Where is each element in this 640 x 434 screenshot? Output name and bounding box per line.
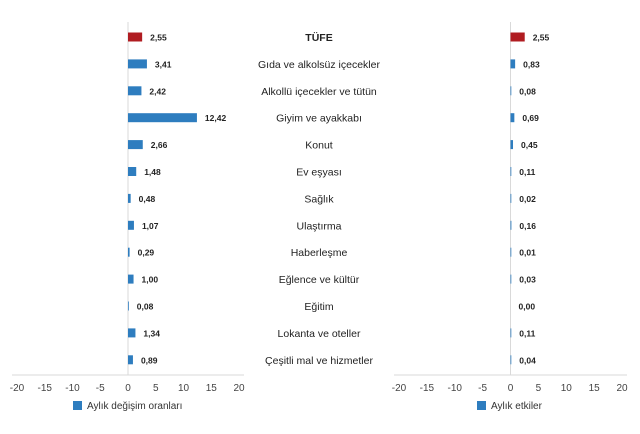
bar (510, 167, 512, 176)
data-label: 2,66 (151, 140, 168, 150)
category-label: Ev eşyası (296, 167, 342, 179)
category-label: Haberleşme (291, 247, 348, 259)
bar (510, 220, 512, 230)
bar (510, 355, 512, 365)
x-tick-label: 15 (589, 383, 601, 394)
legend-swatch (477, 401, 486, 410)
data-label: 3,41 (155, 59, 172, 69)
x-tick-label: -15 (38, 383, 53, 394)
data-label: 0,01 (519, 248, 536, 258)
bar (510, 247, 512, 257)
bar (128, 328, 136, 338)
x-tick-label: -10 (65, 383, 80, 394)
legend-swatch (73, 401, 82, 410)
data-label: 0,29 (138, 248, 155, 258)
x-tick-label: -5 (96, 383, 105, 394)
bar (510, 140, 514, 150)
data-label: 0,03 (519, 275, 536, 285)
x-tick-label: 0 (125, 383, 131, 394)
data-label: 0,08 (519, 86, 536, 96)
legend-label: Aylık etkiler (491, 401, 543, 412)
category-label: Konut (305, 140, 333, 152)
bar (128, 140, 143, 150)
category-label: Giyim ve ayakkabı (276, 113, 362, 125)
bar (510, 86, 512, 96)
data-label: 12,42 (205, 113, 227, 123)
legend-label: Aylık değişim oranları (87, 401, 182, 412)
bar (510, 32, 525, 42)
x-tick-label: 0 (508, 383, 514, 394)
bar (128, 32, 143, 42)
category-label: Ulaştırma (297, 220, 342, 232)
data-label: 0,11 (519, 167, 535, 177)
category-label: Eğlence ve kültür (279, 274, 360, 286)
bar (510, 59, 516, 69)
x-tick-label: -20 (392, 383, 407, 394)
bar (128, 355, 133, 365)
data-label: 0,16 (519, 221, 536, 231)
data-label: 0,08 (137, 302, 154, 312)
x-tick-label: 20 (616, 383, 628, 394)
x-tick-label: 5 (536, 383, 542, 394)
category-label: Eğitim (304, 301, 333, 313)
category-label: Sağlık (304, 193, 334, 205)
data-label: 0,02 (519, 194, 536, 204)
bar (128, 86, 142, 96)
x-tick-label: 15 (206, 383, 218, 394)
category-label: Alkollü içecekler ve tütün (261, 86, 377, 98)
bar (128, 193, 131, 203)
data-label: 0,83 (523, 59, 540, 69)
x-tick-label: -5 (478, 383, 487, 394)
x-tick-label: 10 (561, 383, 573, 394)
bar (510, 113, 515, 123)
x-tick-label: 5 (153, 383, 159, 394)
x-tick-label: 10 (178, 383, 190, 394)
bar (510, 328, 512, 338)
data-label: 0,04 (519, 355, 536, 365)
category-label: TÜFE (305, 31, 332, 44)
bar (128, 274, 134, 284)
category-label: Gıda ve alkolsüz içecekler (258, 59, 380, 71)
x-tick-label: -20 (10, 383, 25, 394)
x-tick-label: 20 (233, 383, 245, 394)
bar (510, 274, 512, 284)
x-tick-label: -15 (420, 383, 435, 394)
category-label: Çeşitli mal ve hizmetler (265, 355, 373, 367)
data-label: 0,48 (139, 194, 156, 204)
x-tick-label: -10 (448, 383, 463, 394)
category-label: Lokanta ve oteller (278, 328, 361, 340)
data-label: 0,00 (519, 302, 536, 312)
data-label: 1,07 (142, 221, 159, 231)
bar (128, 113, 197, 123)
data-label: 2,55 (533, 33, 550, 43)
data-label: 0,69 (522, 113, 539, 123)
data-label: 1,34 (143, 328, 160, 338)
data-label: 0,11 (519, 328, 535, 338)
bar (128, 301, 129, 311)
data-label: 0,45 (521, 140, 538, 150)
data-label: 1,00 (142, 275, 159, 285)
bar (128, 247, 130, 257)
bar (510, 193, 512, 203)
bar (128, 167, 137, 176)
data-label: 2,42 (149, 86, 166, 96)
data-label: 1,48 (144, 167, 161, 177)
bar (128, 59, 147, 69)
data-label: 0,89 (141, 355, 158, 365)
data-label: 2,55 (150, 33, 167, 43)
bar (128, 220, 134, 230)
